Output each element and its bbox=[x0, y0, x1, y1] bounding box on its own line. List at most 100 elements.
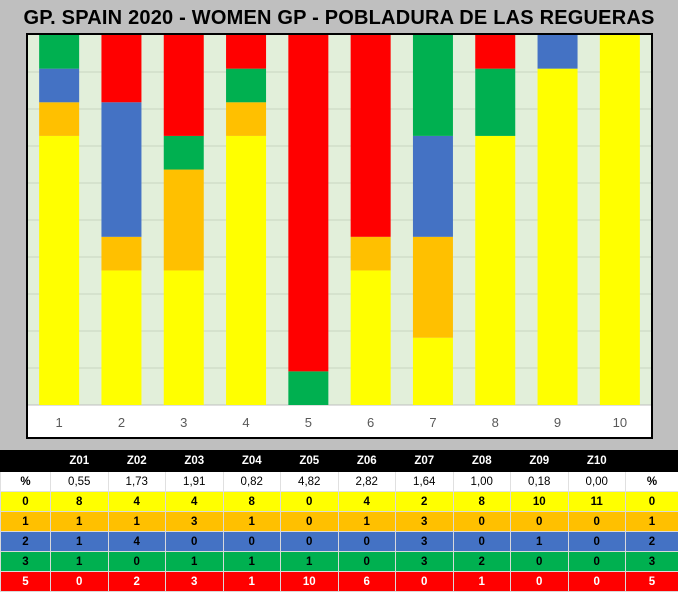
score-cell: 10 bbox=[511, 492, 569, 512]
score-cell: 0 bbox=[568, 572, 626, 592]
score-cell: 1 bbox=[108, 512, 166, 532]
score-label: 2 bbox=[626, 532, 678, 552]
score-cell: 0 bbox=[51, 572, 109, 592]
score-cell: 3 bbox=[396, 532, 454, 552]
score-cell: 8 bbox=[223, 492, 281, 512]
score-cell: 0 bbox=[568, 512, 626, 532]
table-header-blank bbox=[1, 451, 51, 472]
zone-header: Z06 bbox=[338, 451, 396, 472]
x-tick-label: 9 bbox=[554, 415, 561, 430]
score-cell: 8 bbox=[51, 492, 109, 512]
score-cell: 0 bbox=[511, 512, 569, 532]
zone-header: Z01 bbox=[51, 451, 109, 472]
bar-segment-zone-2-score-5 bbox=[101, 35, 141, 102]
bar-segment-zone-6-score-5 bbox=[351, 35, 391, 237]
score-cell: 2 bbox=[396, 492, 454, 512]
percent-cell: 0,18 bbox=[511, 472, 569, 492]
score-label: 5 bbox=[626, 572, 678, 592]
score-cell: 3 bbox=[396, 552, 454, 572]
bar-segment-zone-4-score-0 bbox=[226, 136, 266, 405]
score-cell: 1 bbox=[453, 572, 511, 592]
bar-segment-zone-7-score-3 bbox=[413, 35, 453, 136]
bar-segment-zone-1-score-0 bbox=[39, 136, 79, 405]
score-cell: 1 bbox=[51, 512, 109, 532]
x-tick-label: 6 bbox=[367, 415, 374, 430]
score-cell: 3 bbox=[166, 512, 224, 532]
bar-segment-zone-8-score-5 bbox=[475, 35, 515, 69]
bar-segment-zone-1-score-2 bbox=[39, 69, 79, 103]
score-cell: 0 bbox=[281, 492, 339, 512]
bar-segment-zone-8-score-0 bbox=[475, 136, 515, 405]
score-cell: 0 bbox=[568, 532, 626, 552]
score-cell: 0 bbox=[223, 532, 281, 552]
score-cell: 4 bbox=[166, 492, 224, 512]
bar-segment-zone-5-score-5 bbox=[288, 35, 328, 371]
bar-segment-zone-7-score-1 bbox=[413, 237, 453, 338]
score-cell: 6 bbox=[338, 572, 396, 592]
score-cell: 3 bbox=[396, 512, 454, 532]
score-label: 3 bbox=[626, 552, 678, 572]
score-cell: 1 bbox=[511, 532, 569, 552]
percent-cell: 1,73 bbox=[108, 472, 166, 492]
percent-label: % bbox=[1, 472, 51, 492]
score-label: 0 bbox=[626, 492, 678, 512]
percent-label: % bbox=[626, 472, 678, 492]
score-cell: 0 bbox=[281, 512, 339, 532]
zone-header: Z10 bbox=[568, 451, 626, 472]
x-tick-label: 3 bbox=[180, 415, 187, 430]
bar-segment-zone-2-score-0 bbox=[101, 270, 141, 405]
zone-header: Z09 bbox=[511, 451, 569, 472]
score-cell: 0 bbox=[338, 532, 396, 552]
score-cell: 0 bbox=[396, 572, 454, 592]
table-header-blank bbox=[626, 451, 678, 472]
bar-segment-zone-9-score-2 bbox=[538, 35, 578, 69]
score-cell: 2 bbox=[108, 572, 166, 592]
score-cell: 1 bbox=[166, 552, 224, 572]
score-cell: 8 bbox=[453, 492, 511, 512]
zone-header: Z04 bbox=[223, 451, 281, 472]
x-tick-label: 4 bbox=[242, 415, 249, 430]
score-label: 1 bbox=[1, 512, 51, 532]
score-cell: 0 bbox=[108, 552, 166, 572]
bar-segment-zone-2-score-2 bbox=[101, 102, 141, 237]
score-cell: 4 bbox=[108, 492, 166, 512]
score-label: 3 bbox=[1, 552, 51, 572]
percent-cell: 1,91 bbox=[166, 472, 224, 492]
score-cell: 4 bbox=[338, 492, 396, 512]
bar-segment-zone-10-score-0 bbox=[600, 35, 640, 405]
score-cell: 0 bbox=[338, 552, 396, 572]
percent-cell: 1,00 bbox=[453, 472, 511, 492]
percent-cell: 4,82 bbox=[281, 472, 339, 492]
score-cell: 1 bbox=[51, 532, 109, 552]
bar-segment-zone-3-score-1 bbox=[164, 170, 204, 271]
score-cell: 0 bbox=[281, 532, 339, 552]
bar-segment-zone-8-score-3 bbox=[475, 69, 515, 136]
zone-header: Z02 bbox=[108, 451, 166, 472]
score-label: 5 bbox=[1, 572, 51, 592]
chart-title: GP. SPAIN 2020 - WOMEN GP - POBLADURA DE… bbox=[0, 0, 678, 34]
score-cell: 11 bbox=[568, 492, 626, 512]
zone-header: Z03 bbox=[166, 451, 224, 472]
score-cell: 0 bbox=[511, 572, 569, 592]
score-cell: 1 bbox=[338, 512, 396, 532]
score-label: 0 bbox=[1, 492, 51, 512]
score-cell: 1 bbox=[281, 552, 339, 572]
x-tick-label: 8 bbox=[492, 415, 499, 430]
bar-segment-zone-7-score-0 bbox=[413, 338, 453, 405]
percent-cell: 0,00 bbox=[568, 472, 626, 492]
score-cell: 2 bbox=[453, 552, 511, 572]
score-label: 1 bbox=[626, 512, 678, 532]
bar-segment-zone-4-score-5 bbox=[226, 35, 266, 69]
score-cell: 0 bbox=[453, 532, 511, 552]
score-cell: 0 bbox=[511, 552, 569, 572]
percent-cell: 2,82 bbox=[338, 472, 396, 492]
